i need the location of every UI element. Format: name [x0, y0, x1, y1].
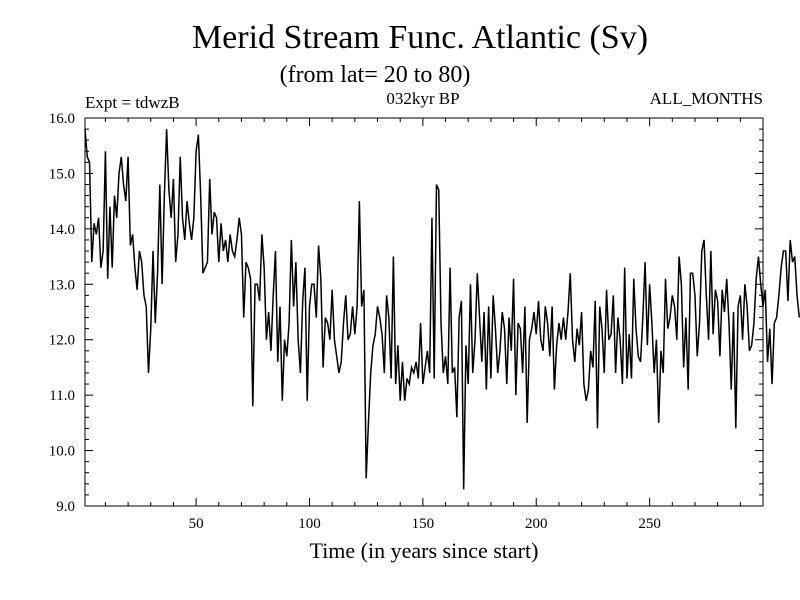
y-tick-label: 12.0 [49, 333, 75, 349]
y-tick-label: 10.0 [49, 444, 75, 460]
series-line [84, 129, 800, 490]
x-tick-label: 200 [525, 516, 548, 532]
x-tick-label: 100 [298, 516, 321, 532]
series-group [84, 129, 800, 490]
period-label: 032kyr BP [386, 89, 459, 108]
y-tick-label: 16.0 [49, 111, 75, 127]
y-tick-label: 11.0 [49, 388, 75, 404]
x-axis: 50 100 150 200 250 [104, 118, 741, 532]
months-label: ALL_MONTHS [650, 89, 763, 108]
x-axis-label: Time (in years since start) [310, 538, 539, 563]
plot-frame [84, 117, 764, 507]
expt-label: Expt = tdwzB [85, 93, 180, 112]
y-tick-label: 9.0 [56, 499, 75, 515]
y-axis: 9.0 10.0 11.0 12.0 13.0 14.0 15.0 16.0 [49, 111, 763, 515]
y-tick-label: 14.0 [49, 222, 75, 238]
x-tick-label: 250 [638, 516, 661, 532]
y-tick-label: 15.0 [49, 166, 75, 182]
y-tick-label: 13.0 [49, 277, 75, 293]
chart-subtitle: (from lat= 20 to 80) [280, 62, 471, 88]
x-tick-label: 150 [412, 516, 435, 532]
chart-title: Merid Stream Func. Atlantic (Sv) [192, 19, 648, 56]
x-tick-label: 50 [189, 516, 204, 532]
